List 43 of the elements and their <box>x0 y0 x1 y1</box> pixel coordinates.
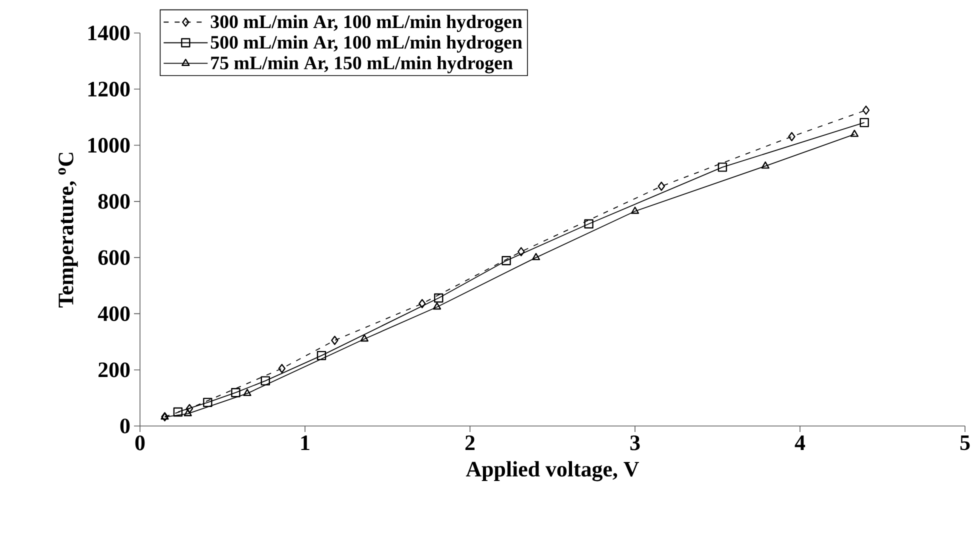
point <box>518 247 525 256</box>
point <box>184 409 192 416</box>
point <box>658 182 665 191</box>
point <box>173 407 183 417</box>
y-tick-label: 1000 <box>88 138 130 153</box>
point <box>502 256 511 266</box>
x-tick-label: 0 <box>135 436 145 450</box>
legend-label: 300 mL/min Ar, 100 mL/min hydrogen <box>210 14 522 32</box>
x-tick-label: 3 <box>630 436 640 450</box>
x-tick-label: 4 <box>794 436 806 450</box>
y-tick-label: 400 <box>98 306 130 322</box>
point <box>186 404 194 414</box>
x-tick-label: 5 <box>960 436 970 450</box>
point <box>788 132 796 142</box>
point <box>860 118 869 128</box>
point <box>360 334 368 342</box>
x-axis-title: Applied voltage, V <box>466 461 639 482</box>
point <box>761 161 770 169</box>
y-tick-label: 600 <box>98 250 130 265</box>
x-tick-label: 2 <box>465 436 475 450</box>
point <box>584 219 594 228</box>
point <box>331 336 338 345</box>
point <box>630 206 640 214</box>
y-tick-label: 1200 <box>88 82 130 97</box>
point <box>316 350 326 360</box>
x-tick-label: 1 <box>301 436 310 450</box>
y-axis-title: Temperature, $^{o}$C <box>58 152 78 308</box>
y-tick-label: 200 <box>98 362 130 378</box>
legend-label: 500 mL/min Ar, 100 mL/min hydrogen <box>210 35 522 53</box>
point <box>243 388 252 396</box>
point <box>278 364 286 374</box>
point <box>850 130 859 137</box>
y-tick-label: 800 <box>98 194 130 209</box>
point <box>203 398 212 408</box>
point <box>418 299 426 308</box>
point <box>862 106 870 115</box>
legend-label: 75 mL/min Ar, 150 mL/min hydrogen <box>211 56 513 74</box>
y-tick-label: 1400 <box>88 26 130 40</box>
point <box>718 162 728 172</box>
y-tick-label: 0 <box>120 418 130 434</box>
point <box>260 376 270 386</box>
point <box>532 252 540 260</box>
point <box>231 388 240 398</box>
